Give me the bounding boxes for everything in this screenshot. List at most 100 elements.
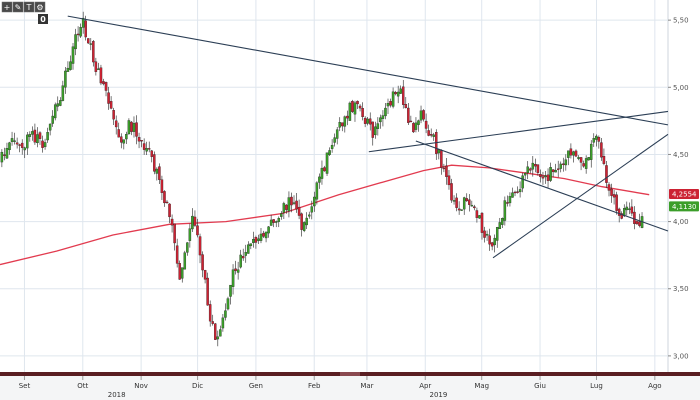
candle: [506, 195, 509, 207]
settings-button[interactable]: ⚙: [34, 1, 46, 13]
counter-badge[interactable]: 0: [38, 14, 48, 24]
text-tool-button[interactable]: T: [23, 1, 35, 13]
candle-body: [389, 101, 392, 106]
candle: [201, 251, 204, 278]
candle: [208, 300, 212, 327]
text-tool-button-bg[interactable]: [23, 1, 35, 13]
candle: [551, 169, 555, 178]
candle: [518, 181, 522, 198]
candle: [600, 138, 603, 161]
candle-body: [282, 203, 286, 213]
candle-body: [551, 169, 555, 173]
candle-body: [404, 104, 408, 109]
candle: [102, 78, 105, 86]
candle: [140, 140, 143, 148]
candle-body: [20, 142, 24, 148]
trendline[interactable]: [492, 133, 669, 259]
candle: [440, 149, 443, 175]
candle: [414, 117, 418, 133]
candle-body: [564, 159, 568, 166]
candle-body: [18, 144, 21, 146]
pencil-icon: ✎: [15, 3, 22, 12]
candle-body: [226, 298, 230, 310]
counter-badge-bg[interactable]: [38, 14, 48, 24]
candle: [160, 175, 164, 200]
candle: [249, 243, 253, 250]
settings-button-bg[interactable]: [34, 1, 46, 13]
candle: [81, 11, 85, 34]
candle: [521, 172, 524, 193]
candle-body: [480, 212, 484, 233]
candle-body: [607, 184, 611, 191]
candle-body: [81, 17, 85, 28]
candle: [191, 208, 194, 232]
candle-body: [132, 122, 136, 132]
candle: [640, 212, 644, 229]
zoom-in-button-bg[interactable]: [1, 1, 13, 13]
candle-body: [518, 189, 522, 193]
candle-body: [363, 117, 367, 124]
candle: [109, 96, 113, 110]
candle: [295, 193, 298, 213]
candle-body: [186, 242, 189, 253]
draw-tool-button[interactable]: ✎: [12, 1, 24, 13]
x-axis: Set Ott Nov Dic Gen Feb Mar Apr Mag Giu Lug Ago 2018…: [0, 372, 700, 400]
y-tick-label: 4,50: [673, 151, 689, 159]
counter-value: 0: [40, 15, 46, 24]
candle-body: [338, 122, 341, 128]
candle: [117, 122, 120, 138]
candle-body: [99, 67, 103, 84]
candle-body: [442, 167, 446, 170]
candle-body: [285, 204, 288, 210]
trendline[interactable]: [368, 110, 669, 153]
candle: [335, 127, 339, 145]
candle-body: [460, 209, 463, 211]
trendline[interactable]: [67, 15, 669, 126]
candle: [361, 102, 364, 121]
moving-average-layer: [0, 164, 650, 266]
candle: [15, 137, 19, 149]
scrollbar-handle[interactable]: [340, 372, 360, 376]
x-tick-label: Mar: [360, 382, 373, 390]
candle: [330, 139, 334, 153]
candle: [615, 191, 618, 215]
trendlines-layer[interactable]: [67, 15, 669, 259]
candle-body: [89, 43, 93, 45]
candle-body: [424, 120, 428, 129]
candle: [457, 201, 461, 215]
candle-body: [236, 269, 240, 273]
candle: [341, 122, 344, 132]
candle: [198, 233, 202, 264]
candle-body: [107, 92, 110, 104]
candle-body: [117, 129, 120, 138]
candle-body: [620, 213, 623, 219]
candle: [435, 129, 438, 160]
candle-body: [8, 142, 11, 151]
candle-body: [198, 236, 202, 256]
candle-body: [280, 213, 283, 217]
text-icon: T: [26, 3, 32, 12]
candle-body: [419, 110, 423, 121]
candle-body: [341, 122, 344, 127]
candle-body: [13, 140, 16, 142]
candle: [412, 121, 415, 134]
candle-body: [28, 134, 32, 137]
candle-body: [526, 166, 529, 174]
candle-body: [97, 68, 100, 70]
zoom-in-button[interactable]: +: [1, 1, 13, 13]
candle: [617, 207, 621, 223]
y-tick-label: 5,50: [673, 17, 689, 25]
candle: [313, 191, 316, 212]
candle: [74, 28, 77, 56]
candle: [114, 115, 118, 135]
candle-body: [297, 206, 301, 216]
y-tick-label: 3,50: [673, 285, 689, 293]
candle: [61, 80, 65, 102]
price-label-bg: [669, 201, 699, 212]
draw-tool-button-bg[interactable]: [12, 1, 24, 13]
candle-body: [59, 100, 62, 106]
candle-body: [610, 188, 613, 196]
candle-body: [501, 218, 504, 225]
candle: [419, 105, 423, 124]
trendline[interactable]: [415, 140, 669, 232]
